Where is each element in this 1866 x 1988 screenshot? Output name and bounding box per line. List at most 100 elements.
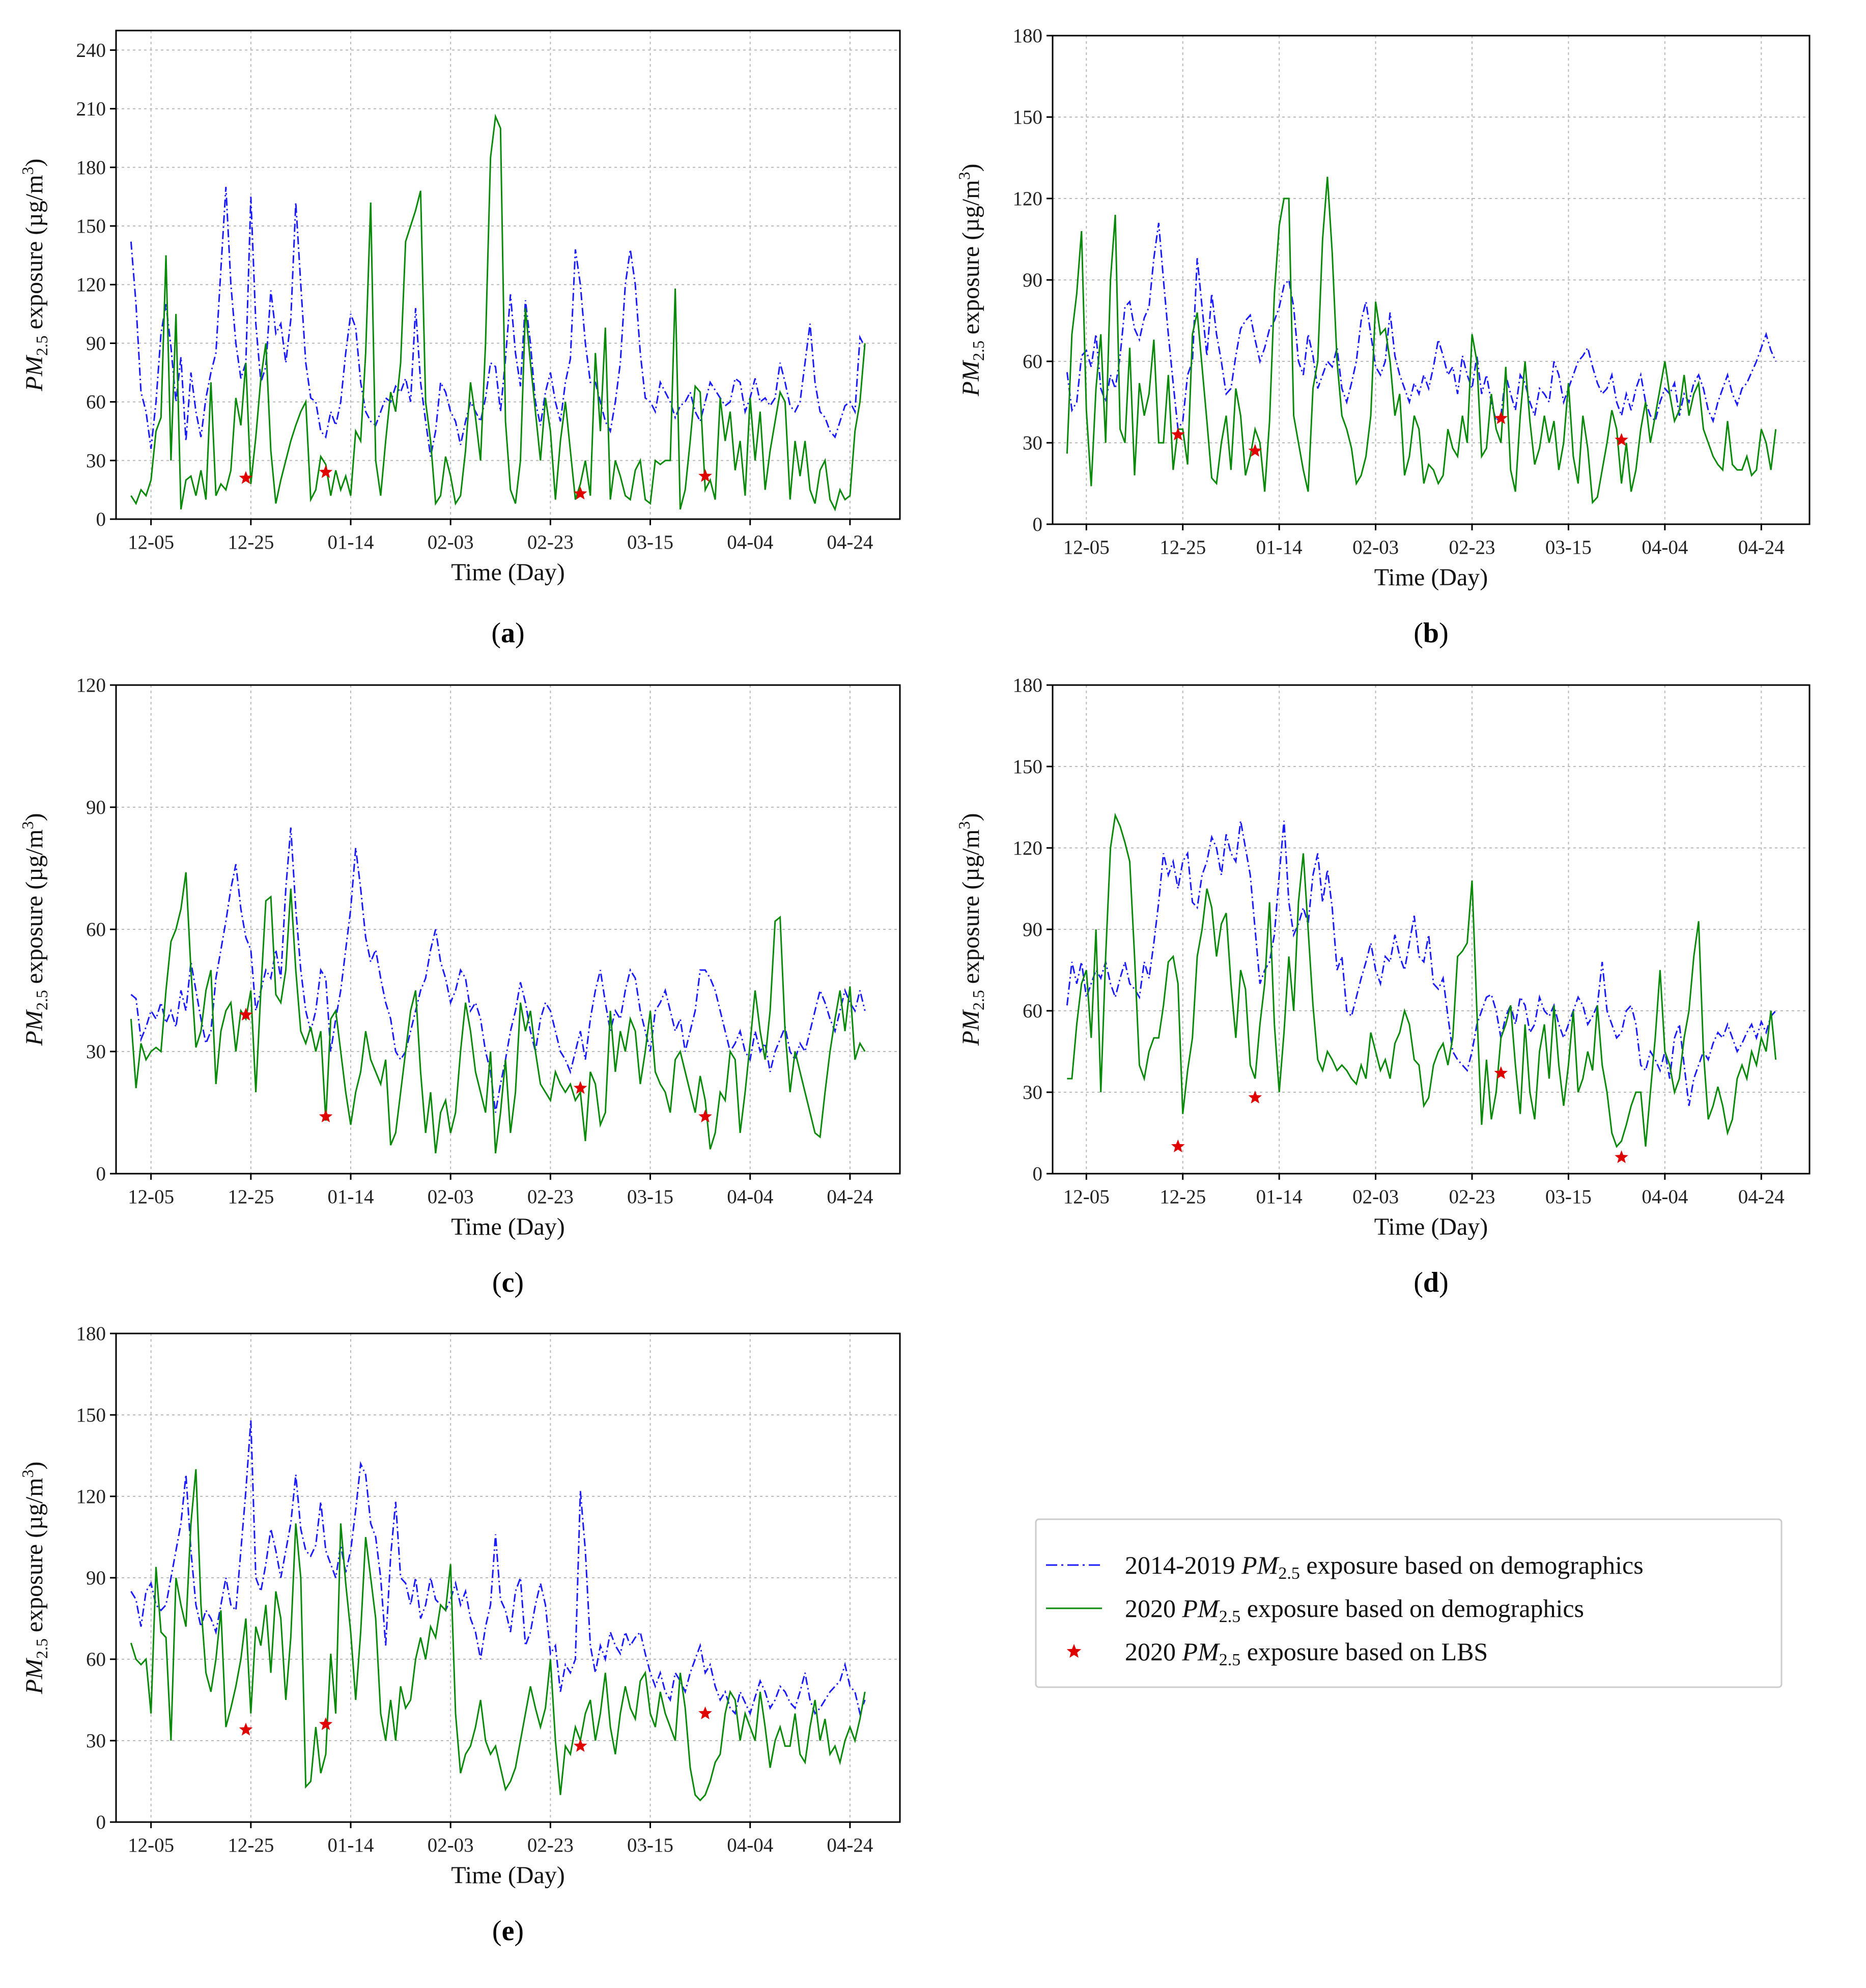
- x-tick-label: 03-15: [627, 1186, 673, 1208]
- series-line-2020: [1067, 812, 1777, 1148]
- y-tick-label: 210: [76, 98, 106, 120]
- lbs-point-star: [1615, 1150, 1628, 1163]
- lbs-point-star: [1615, 433, 1628, 446]
- y-tick-label: 60: [1023, 351, 1042, 373]
- y-tick-label: 90: [1023, 919, 1042, 941]
- y-tick-label: 180: [76, 157, 106, 179]
- x-tick-label: 02-23: [527, 1834, 574, 1856]
- x-tick-label: 02-03: [1352, 1186, 1399, 1208]
- x-tick-label: 12-25: [228, 1834, 274, 1856]
- y-tick-label: 60: [86, 919, 106, 941]
- x-tick-label: 04-24: [827, 531, 873, 553]
- x-tick-label: 04-04: [727, 1834, 773, 1856]
- panel-label-b: (b): [1413, 617, 1448, 649]
- x-tick-label: 02-23: [1449, 536, 1495, 558]
- y-tick-label: 0: [96, 1163, 106, 1185]
- x-tick-label: 03-15: [627, 1834, 673, 1856]
- chart-panels: 0 30 60 90 120 150 180 210 240 12-05 12-25 01-14 02-…: [18, 25, 1811, 1947]
- y-tick-label: 150: [1013, 106, 1043, 128]
- series-line-2020: [130, 872, 866, 1154]
- y-axis-title: PM2.5 exposure (µg/m3): [18, 1462, 51, 1695]
- series-line-2020: [1066, 177, 1777, 504]
- legend-frame: [1035, 1518, 1783, 1688]
- y-tick-label: 180: [76, 1323, 106, 1345]
- y-axis-title: PM2.5 exposure (µg/m3): [18, 159, 51, 392]
- x-tick-label: 02-03: [428, 1186, 474, 1208]
- y-tick-label: 60: [86, 1649, 106, 1670]
- x-tick-label: 04-24: [1738, 536, 1785, 558]
- x-axis-title: Time (Day): [451, 1862, 565, 1889]
- y-axis-title: PM2.5 exposure (µg/m3): [18, 813, 51, 1046]
- series-line-2014-2019: [1066, 820, 1776, 1106]
- x-tick-label: 12-25: [1160, 1186, 1206, 1208]
- x-tick-label: 03-15: [627, 531, 673, 553]
- x-tick-label: 04-04: [727, 1186, 773, 1208]
- x-tick-label: 04-24: [827, 1834, 873, 1856]
- lbs-point-star: [1494, 1066, 1508, 1079]
- x-tick-label: 12-05: [128, 1186, 174, 1208]
- x-tick-label: 12-25: [228, 531, 274, 553]
- x-tick-label: 03-15: [1545, 1186, 1592, 1208]
- y-tick-label: 0: [1033, 1163, 1043, 1185]
- y-tick-label: 240: [76, 39, 106, 61]
- x-tick-label: 02-03: [428, 1834, 474, 1856]
- y-tick-label: 120: [76, 674, 106, 696]
- y-tick-label: 90: [86, 797, 106, 818]
- lbs-point-star: [573, 1081, 587, 1094]
- lbs-point-star: [1494, 411, 1508, 424]
- x-tick-label: 04-24: [827, 1186, 873, 1208]
- x-tick-label: 04-04: [727, 531, 773, 553]
- x-tick-label: 02-23: [527, 531, 574, 553]
- x-axis-title: Time (Day): [451, 559, 565, 586]
- panel-label-e: (e): [492, 1915, 524, 1947]
- panel-label-d: (d): [1413, 1267, 1448, 1298]
- y-tick-label: 120: [1013, 837, 1043, 859]
- x-tick-label: 01-14: [328, 1186, 374, 1208]
- chart-panel-b: 0 30 60 90 120 150 180 12-05 12-25 01-14 02-03 02-2…: [955, 25, 1811, 649]
- panel-label-a: (a): [491, 617, 524, 649]
- x-tick-label: 12-05: [128, 531, 174, 553]
- lbs-point-star: [239, 1008, 253, 1021]
- lbs-point-star: [698, 1110, 712, 1123]
- x-tick-label: 12-25: [1160, 536, 1206, 558]
- legend-label-2014-2019: 2014-2019 PM2.5 exposure based on demogr…: [1125, 1551, 1644, 1583]
- y-tick-label: 180: [1013, 25, 1043, 47]
- y-tick-label: 60: [1023, 1000, 1042, 1022]
- legend-label-lbs: 2020 PM2.5 exposure based on LBS: [1125, 1637, 1488, 1669]
- y-tick-label: 30: [1023, 432, 1042, 454]
- legend-star-lbs: [1066, 1644, 1082, 1658]
- chart-panel-e: 0 30 60 90 120 150 180 12-05 12-25 01-14 02-03 02-2…: [18, 1323, 901, 1947]
- x-tick-label: 01-14: [1256, 536, 1303, 558]
- lbs-point-star: [573, 1739, 587, 1752]
- lbs-point-star: [1171, 428, 1185, 441]
- x-tick-label: 12-05: [1063, 1186, 1110, 1208]
- x-tick-label: 04-24: [1738, 1186, 1785, 1208]
- lbs-point-star: [1171, 1139, 1185, 1152]
- series-line-2020: [130, 1469, 866, 1802]
- x-tick-label: 12-25: [228, 1186, 274, 1208]
- y-tick-label: 90: [1023, 269, 1042, 291]
- lbs-point-star: [1248, 1090, 1262, 1103]
- y-tick-label: 120: [76, 1486, 106, 1508]
- plot-frame: [115, 30, 901, 520]
- y-tick-label: 0: [1033, 514, 1043, 535]
- lbs-point-star: [1248, 444, 1262, 457]
- y-tick-label: 150: [1013, 756, 1043, 778]
- x-axis-title: Time (Day): [451, 1213, 565, 1240]
- y-tick-label: 30: [86, 450, 106, 472]
- series-line-2020: [130, 113, 866, 512]
- y-tick-label: 30: [86, 1730, 106, 1752]
- x-tick-label: 02-03: [1352, 536, 1399, 558]
- y-tick-label: 150: [76, 1404, 106, 1426]
- y-tick-label: 0: [96, 508, 106, 530]
- y-tick-label: 30: [86, 1041, 106, 1063]
- x-axis-title: Time (Day): [1374, 1213, 1488, 1240]
- y-tick-label: 30: [1023, 1082, 1042, 1103]
- x-tick-label: 04-04: [1642, 1186, 1688, 1208]
- chart-panel-c: 0 30 60 90 120 12-05 12-25 01-14 02-03 02-23 03-15…: [18, 674, 901, 1298]
- lbs-point-star: [319, 1110, 333, 1123]
- y-tick-label: 90: [86, 1567, 106, 1589]
- x-tick-label: 12-05: [128, 1834, 174, 1856]
- y-tick-label: 120: [76, 274, 106, 296]
